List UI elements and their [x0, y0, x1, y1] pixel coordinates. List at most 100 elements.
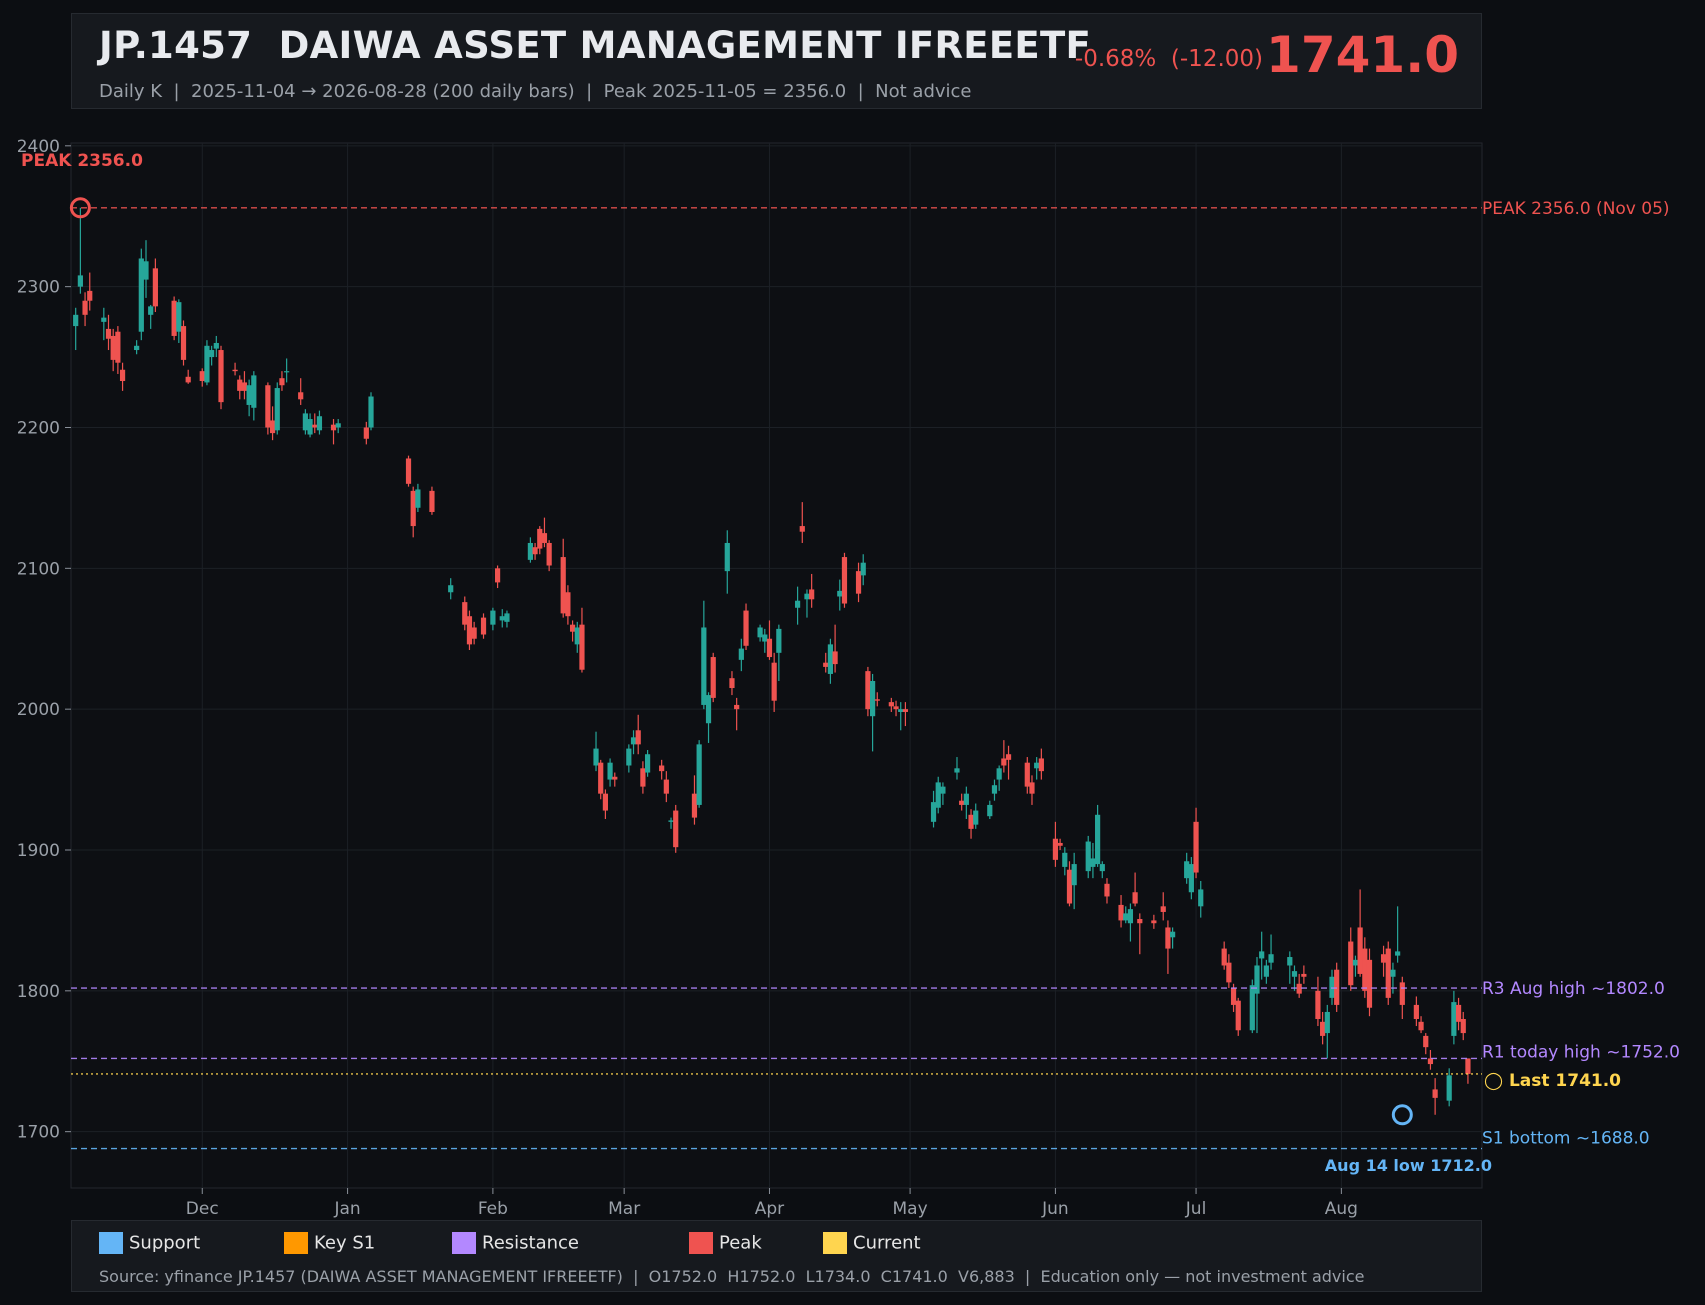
chart-legend: Support Key S1 Resistance Peak Current S… [71, 1220, 1482, 1292]
candle-body [1029, 782, 1035, 794]
candle-body [701, 627, 707, 705]
candle-body [1221, 948, 1227, 966]
candle-body [855, 571, 862, 594]
x-tick-label: Dec [186, 1199, 219, 1219]
candle-body [771, 662, 777, 701]
candle-body [968, 814, 974, 829]
level-label-last: ◯ Last 1741.0 [1484, 1071, 1621, 1091]
candle-body [579, 624, 585, 670]
level-label-r1: R1 today high ~1752.0 [1482, 1042, 1680, 1062]
candle-body [480, 617, 487, 635]
candle-body [1324, 1011, 1330, 1034]
candle-body [696, 744, 702, 805]
candle-body [963, 793, 969, 805]
candle-body [1090, 858, 1096, 867]
candle-body [363, 427, 369, 439]
candle-body [1395, 951, 1401, 956]
candle-body [1235, 1000, 1241, 1031]
candle-body [663, 779, 669, 794]
candle-body [827, 644, 834, 674]
candle-body [1254, 965, 1260, 994]
candle-body [593, 748, 599, 766]
candle-body [1418, 1021, 1424, 1031]
level-label-s1: S1 bottom ~1688.0 [1482, 1129, 1650, 1149]
candle-body [471, 627, 477, 639]
candle-body [185, 376, 191, 383]
candle-body [1399, 982, 1405, 1005]
candle-body [1451, 1002, 1457, 1036]
low-annotation-label: Aug 14 low 1712.0 [1325, 1156, 1492, 1175]
y-tick-label: 2400 [17, 137, 60, 157]
candle-body [902, 709, 909, 712]
candle-body [1465, 1058, 1471, 1074]
candle-body [1380, 954, 1387, 963]
candle-body [973, 810, 979, 825]
candle-body [330, 424, 337, 431]
candle-body [448, 585, 454, 593]
legend-item-peak: Peak [689, 1232, 762, 1254]
y-tick-label: 2100 [17, 559, 60, 579]
candle-body [898, 709, 904, 712]
candle-body [284, 371, 290, 373]
candle-body [1329, 976, 1335, 998]
x-tick-label: Feb [478, 1199, 508, 1219]
candle-body [659, 765, 665, 772]
candle-body [626, 748, 632, 766]
candle-body [1066, 869, 1073, 904]
candle-body [1259, 951, 1265, 959]
candle-body [152, 268, 158, 307]
candle-body [869, 680, 876, 717]
last-price: 1741.0 [1266, 26, 1459, 84]
y-tick-label: 1900 [17, 841, 60, 861]
candle-body [209, 350, 215, 358]
legend-swatch-support [99, 1232, 123, 1254]
candle-body [996, 768, 1002, 780]
candle-body [1127, 909, 1134, 924]
candle-body [738, 648, 744, 660]
source-note: Source: yfinance JP.1457 (DAIWA ASSET MA… [99, 1267, 1365, 1286]
candle-body [1052, 838, 1059, 860]
x-tick-label: Jun [1041, 1199, 1069, 1219]
candle-body [490, 610, 496, 625]
candle-body [607, 762, 613, 780]
legend-item-key-s1: Key S1 [284, 1232, 375, 1254]
y-tick-label: 1700 [17, 1123, 60, 1143]
candle-body [987, 804, 993, 817]
candle-body [1315, 990, 1321, 1019]
candle-body [644, 754, 651, 773]
candle-body [1390, 969, 1396, 977]
y-tick-label: 1800 [17, 982, 60, 1002]
candle-body [1249, 985, 1255, 1031]
x-tick-label: Jan [333, 1199, 360, 1219]
candle-body [602, 793, 608, 811]
candle-body [888, 702, 894, 707]
candle-body [832, 651, 838, 665]
candle-body [307, 419, 313, 435]
candle-body [265, 385, 271, 428]
candle-body [959, 800, 965, 805]
candle-body [1132, 892, 1138, 904]
candle-body [841, 557, 848, 604]
candle-body [1099, 864, 1105, 872]
candle-body [134, 345, 140, 351]
candle-body [1005, 754, 1012, 760]
candle-body [1385, 948, 1391, 998]
candle-body [499, 616, 505, 621]
candle-body [1095, 814, 1101, 865]
candle-body [569, 624, 576, 632]
candle-body [1001, 758, 1007, 766]
candle-body [1296, 983, 1302, 994]
candle-body [241, 382, 248, 391]
candle-body [954, 768, 960, 773]
legend-swatch-current [823, 1232, 847, 1254]
candle-body [269, 420, 276, 434]
candle-body [1188, 864, 1194, 893]
candle-body [757, 627, 763, 638]
candle-body [940, 786, 946, 794]
candle-body [560, 557, 566, 614]
candle-body [935, 782, 941, 808]
candle-body [298, 392, 304, 400]
candle-body [766, 638, 773, 658]
candle-body [312, 424, 318, 428]
candle-body [143, 261, 149, 280]
